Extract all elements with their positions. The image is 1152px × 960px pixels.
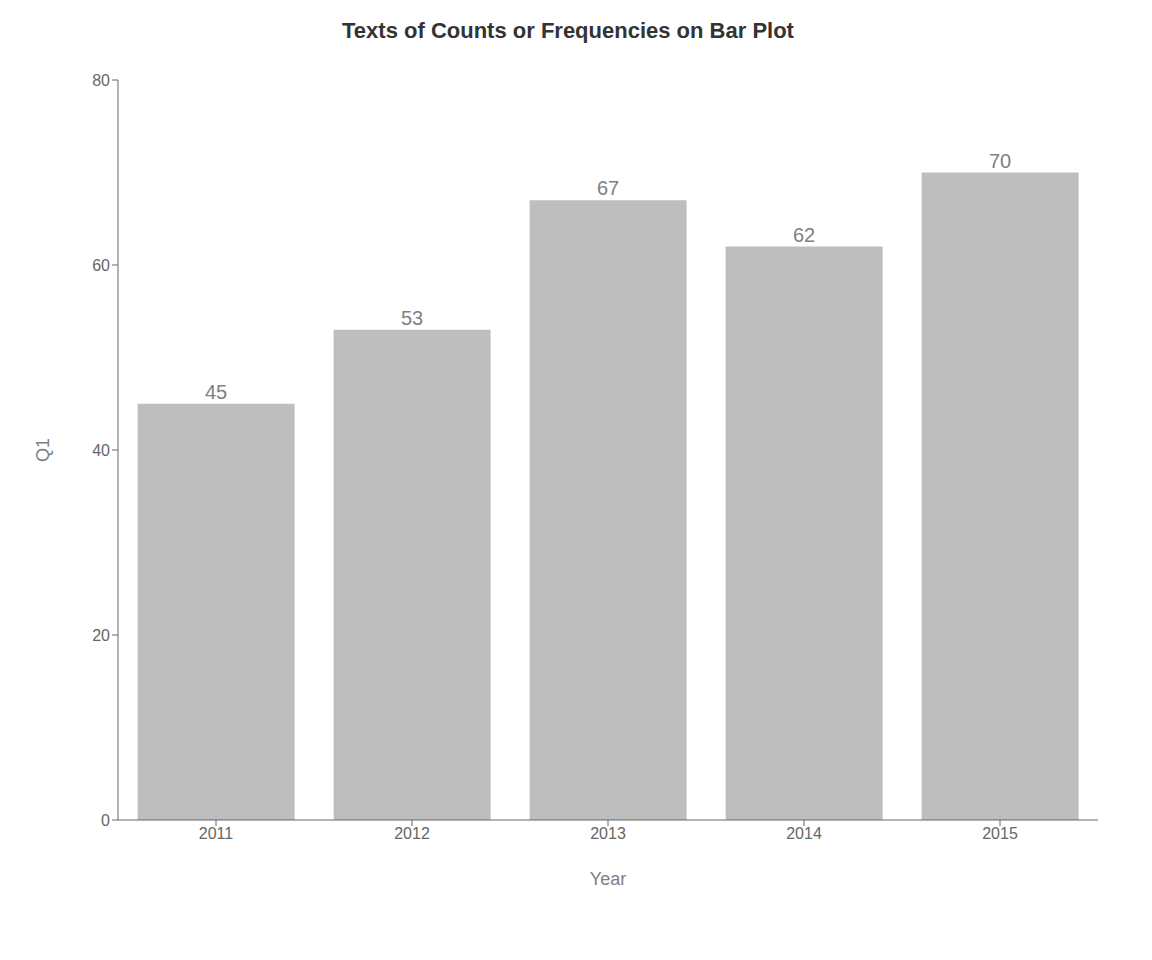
svg-text:53: 53: [401, 307, 423, 329]
svg-text:2013: 2013: [590, 825, 626, 842]
svg-text:62: 62: [793, 224, 815, 246]
html-text:Texts of Counts or Frequencies: Texts of Counts or Frequencies on Bar Pl…: [342, 18, 794, 43]
svg-text:0: 0: [101, 812, 110, 829]
svg-text:Year: Year: [590, 869, 626, 889]
svg-text:80: 80: [92, 72, 110, 89]
svg-text:67: 67: [597, 177, 619, 199]
svg-text:60: 60: [92, 257, 110, 274]
svg-text:2014: 2014: [786, 825, 822, 842]
svg-text:2012: 2012: [394, 825, 430, 842]
svg-text:2011: 2011: [199, 825, 234, 842]
svg-text:45: 45: [205, 381, 227, 403]
svg-text:20: 20: [92, 627, 110, 644]
svg-text:70: 70: [989, 150, 1011, 172]
svg-text:2015: 2015: [982, 825, 1018, 842]
svg-text:40: 40: [92, 442, 110, 459]
svg-text:Q1: Q1: [33, 438, 53, 462]
